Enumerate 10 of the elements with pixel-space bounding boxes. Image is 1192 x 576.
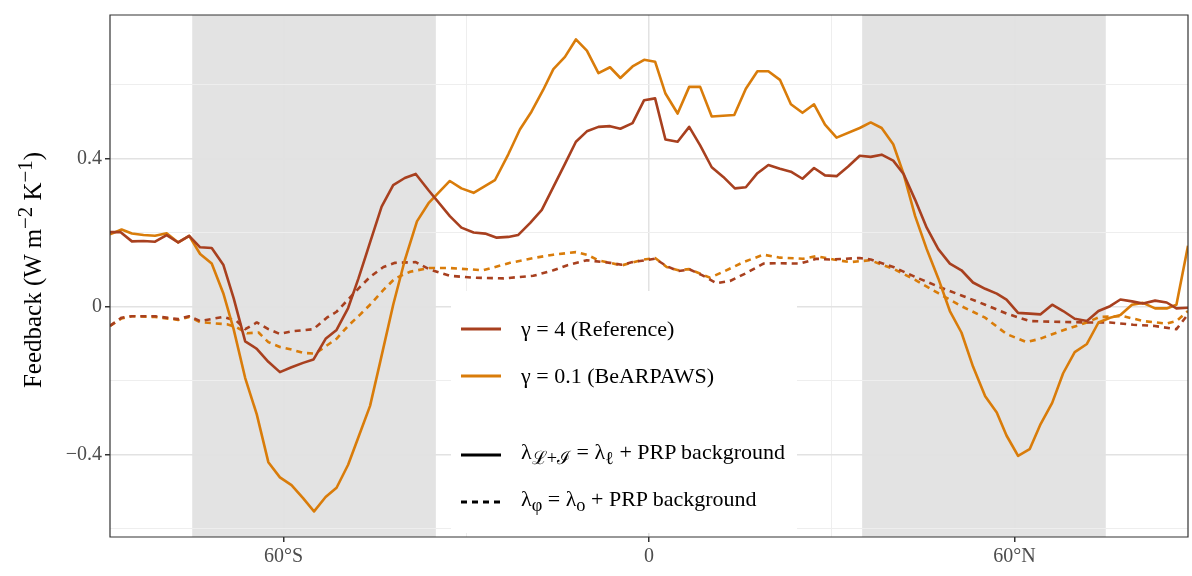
y-tick-label: −0.4: [65, 442, 102, 464]
x-tick-label: 60°N: [993, 544, 1036, 567]
annotation: λ$_{ℒ+ℐ}$ = λ$_{ℓ}$ + PRP background: [521, 439, 785, 470]
x-tick-label: 0: [644, 544, 654, 567]
x-tick-label: 60°S: [264, 544, 304, 567]
legend-label: γ = 0.1 (BeARPAWS): [521, 362, 715, 389]
y-tick-label: 0: [92, 293, 102, 316]
y-tick-label: 0.4: [77, 145, 102, 168]
annotation: λ$_{φ}$ = λ$_{o}$ + PRP background: [521, 486, 757, 517]
legend-label: γ = 4 (Reference): [521, 315, 675, 342]
